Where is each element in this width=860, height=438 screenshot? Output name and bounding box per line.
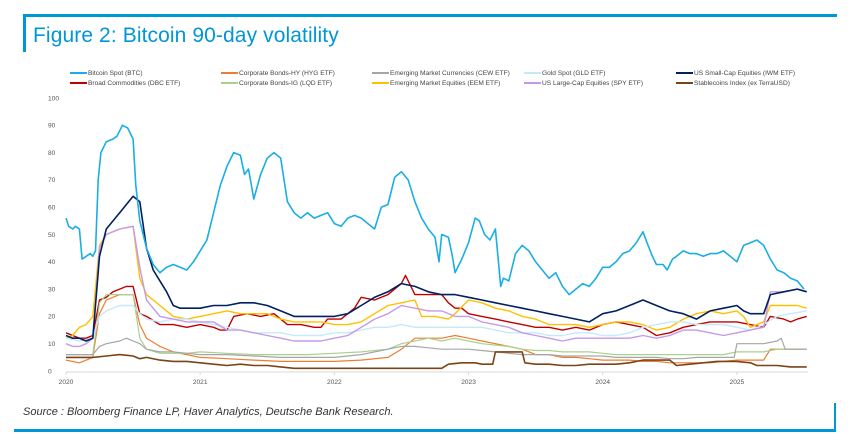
frame-left-border — [23, 14, 26, 52]
x-axis: 2020 2021 2022 2023 2024 2025 — [59, 371, 808, 386]
series-line-broad-commodities-dbc-etf — [65, 274, 807, 339]
legend-label: Emerging Market Equities (EEM ETF) — [390, 80, 500, 87]
frame-bottom-border — [14, 429, 836, 432]
legend-item: Bitcoin Spot (BTC) — [70, 70, 143, 77]
x-tick-label: 2022 — [327, 379, 342, 386]
series-line-emerging-market-equities-eem-etf — [65, 225, 807, 339]
legend-label: Broad Commodities (DBC ETF) — [88, 80, 180, 87]
y-tick-label: 100 — [48, 95, 59, 102]
series-line-stablecoins-index-ex-terrausd — [66, 351, 807, 370]
legend-item: Corporate Bonds-IG (LQD ETF) — [221, 80, 332, 87]
frame-top-border — [23, 14, 837, 17]
legend-label: Corporate Bonds-HY (HYG ETF) — [239, 70, 335, 77]
legend-item: Gold Spot (GLD ETF) — [524, 70, 605, 77]
y-tick-label: 40 — [48, 259, 56, 266]
y-tick-label: 60 — [48, 205, 56, 212]
legend-item: Stablecoins Index (ex TerraUSD) — [676, 80, 790, 87]
y-tick-label: 70 — [48, 177, 56, 184]
legend-label: US Small-Cap Equities (IWM ETF) — [694, 70, 795, 77]
legend-label: Gold Spot (GLD ETF) — [542, 70, 605, 77]
frame-right-border — [834, 403, 836, 430]
legend-label: Stablecoins Index (ex TerraUSD) — [694, 80, 790, 87]
y-tick-label: 50 — [48, 232, 56, 239]
series-line-gold-spot-gld-etf — [65, 304, 807, 342]
y-tick-label: 30 — [48, 286, 56, 293]
y-tick-label: 20 — [48, 314, 56, 321]
y-tick-label: 10 — [48, 341, 56, 348]
y-tick-label: 90 — [48, 123, 56, 130]
legend-item: US Large-Cap Equities (SPY ETF) — [524, 80, 643, 87]
figure-title: Figure 2: Bitcoin 90-day volatility — [33, 24, 339, 47]
series-lines — [65, 124, 807, 370]
y-tick-label: 80 — [48, 150, 56, 157]
series-line-bitcoin-spot-btc — [65, 124, 805, 296]
legend-label: US Large-Cap Equities (SPY ETF) — [542, 80, 643, 87]
legend: Bitcoin Spot (BTC) Corporate Bonds-HY (HY… — [70, 70, 795, 87]
x-tick-label: 2024 — [595, 379, 610, 386]
x-tick-label: 2023 — [461, 379, 476, 386]
legend-item: Broad Commodities (DBC ETF) — [70, 80, 180, 87]
legend-item: Emerging Market Equities (EEM ETF) — [372, 80, 500, 87]
series-line-emerging-market-currencies-cew-etf — [66, 337, 807, 360]
legend-item: Corporate Bonds-HY (HYG ETF) — [221, 70, 335, 77]
y-tick-label: 0 — [48, 368, 52, 375]
y-axis: 0 10 20 30 40 50 60 70 80 90 100 — [48, 95, 59, 375]
legend-item: Emerging Market Currencies (CEW ETF) — [372, 70, 510, 77]
legend-item: US Small-Cap Equities (IWM ETF) — [676, 70, 795, 77]
legend-label: Emerging Market Currencies (CEW ETF) — [390, 70, 510, 77]
x-tick-label: 2025 — [730, 379, 745, 386]
x-tick-label: 2021 — [193, 379, 208, 386]
x-tick-label: 2020 — [59, 379, 74, 386]
legend-label: Corporate Bonds-IG (LQD ETF) — [239, 80, 332, 87]
legend-label: Bitcoin Spot (BTC) — [88, 70, 143, 77]
source-note: Source : Bloomberg Finance LP, Haver Ana… — [23, 406, 394, 418]
series-line-us-large-cap-equities-spy-etf — [65, 225, 807, 348]
